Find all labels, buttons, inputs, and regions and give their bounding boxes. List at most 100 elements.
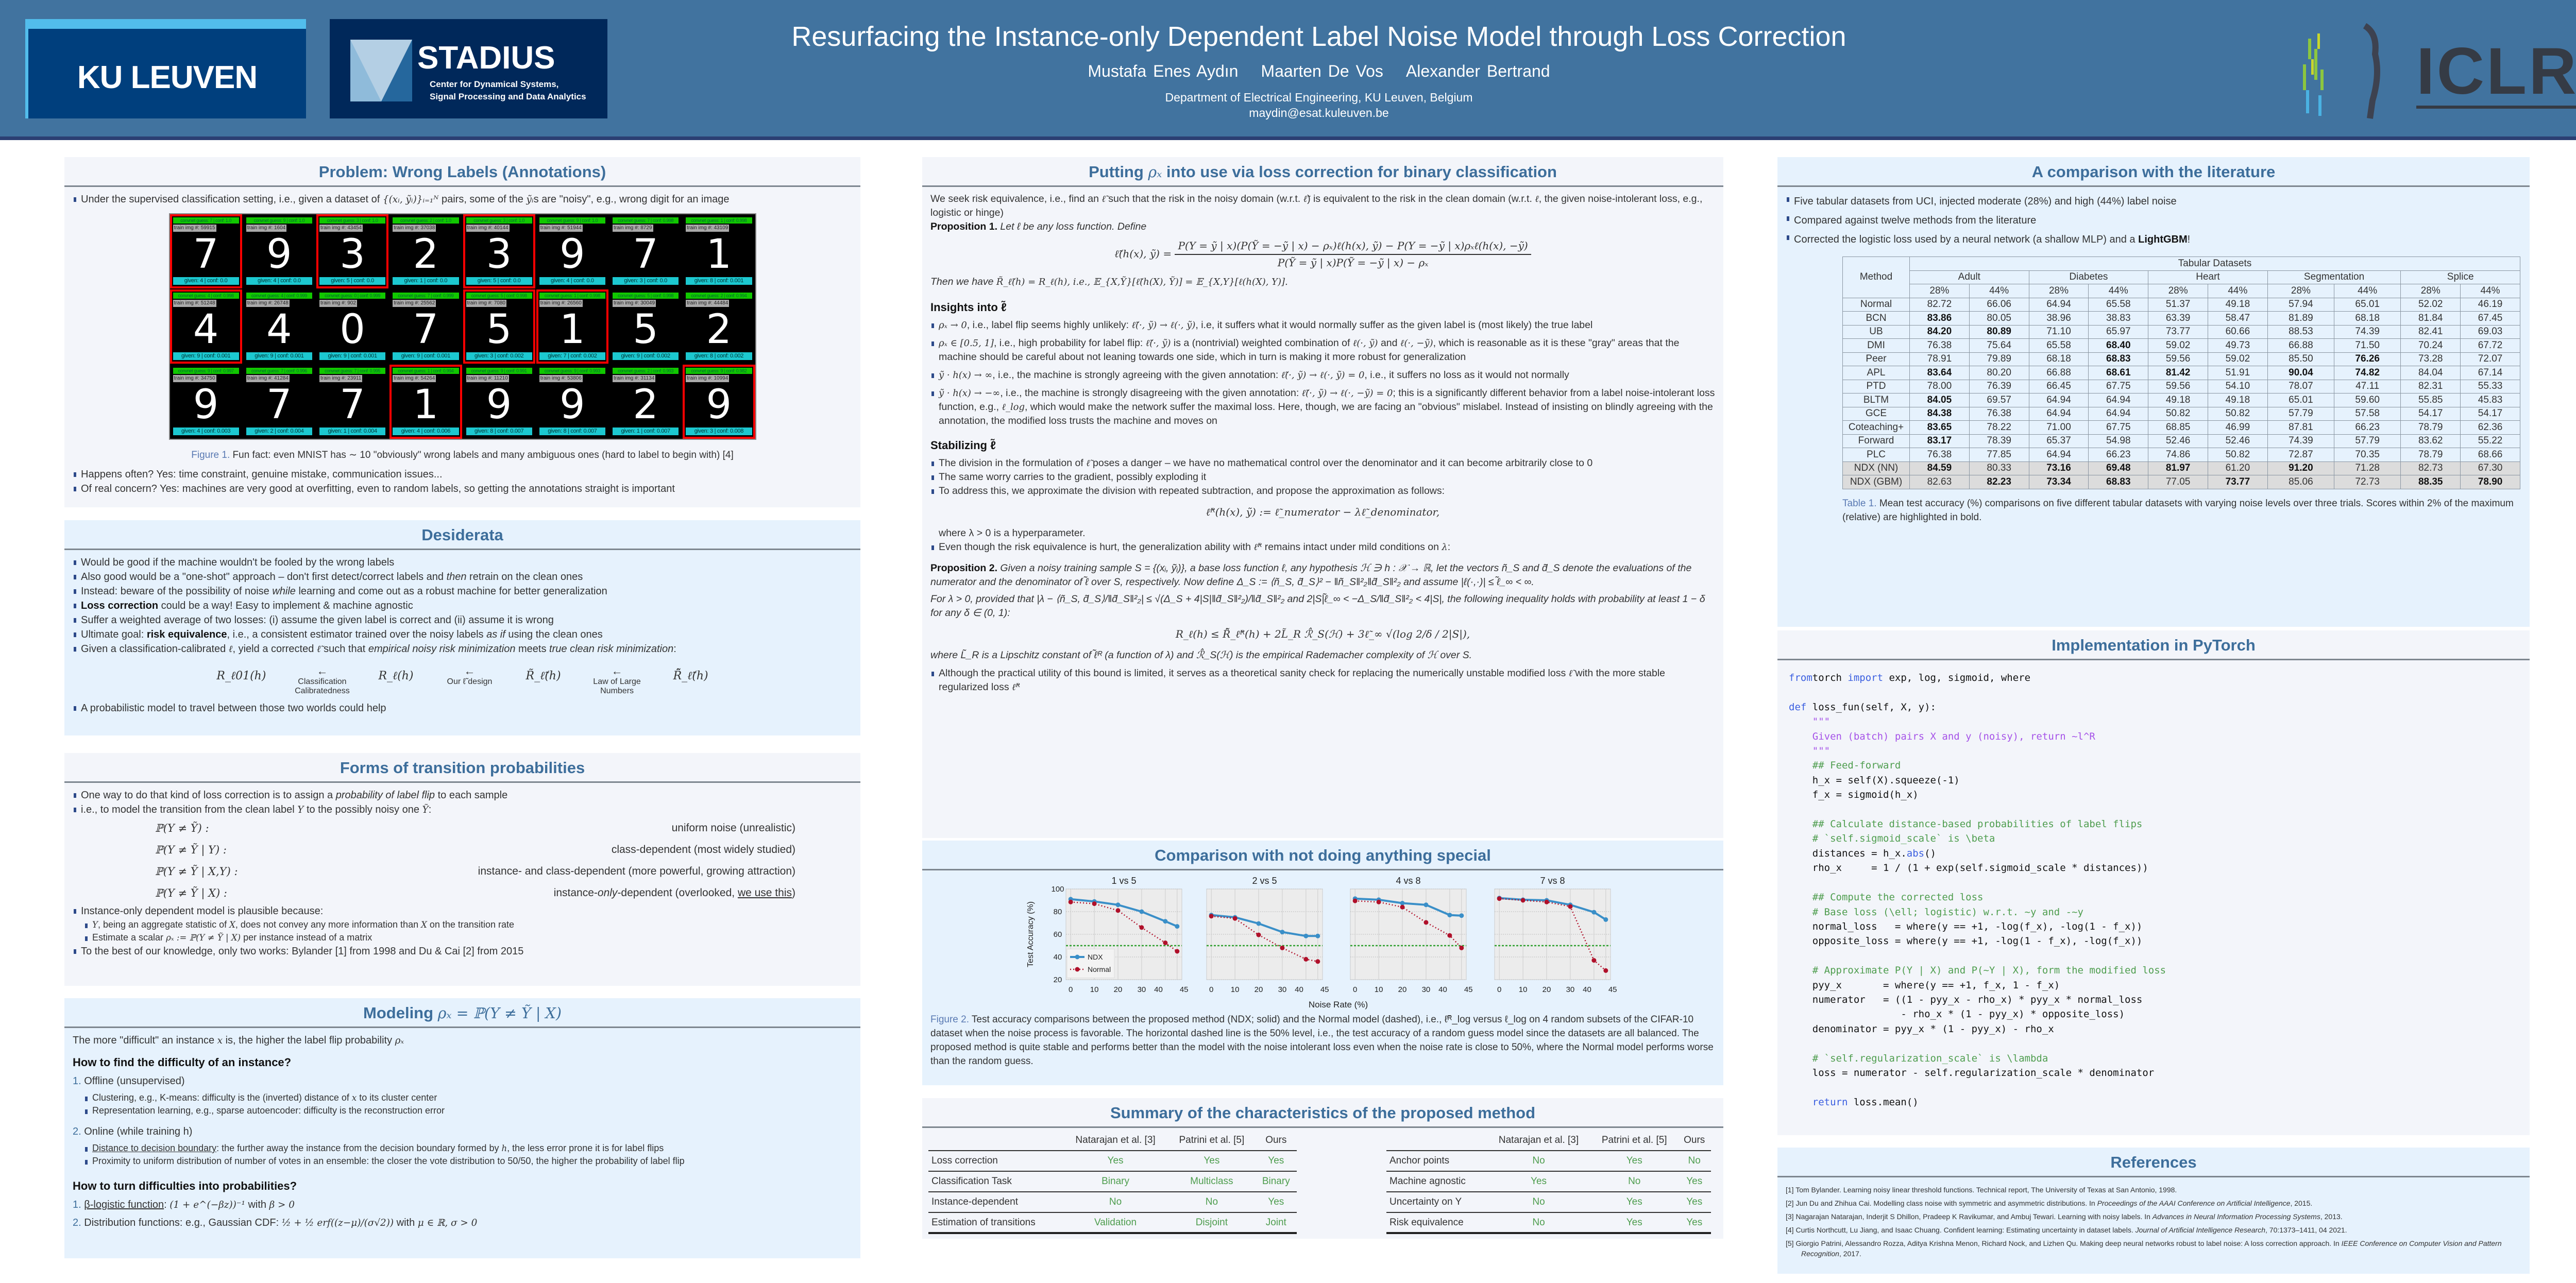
text: Five tabular datasets from UCI, injected… [1794,196,2177,207]
accuracy-cell: 70.24 [2400,338,2461,353]
data-point-normal [1591,958,1597,963]
risk-term: R̂̃_ℓ̃(h) [673,670,708,682]
eq-numerator: P(Y = ỹ | x)(P(Ỹ = −ỹ | x) − ρₓ)ℓ(h(x), … [1175,239,1531,255]
table-row: PTD 78.00 76.39 66.45 67.75 59.56 54.10 78.07 47… [1842,379,2520,394]
text: , does not convey any more information t… [235,919,421,930]
accuracy-cell: 81.84 [2400,311,2461,326]
train-image-id: train img #: 10994 [686,375,730,382]
math: β > 0 [269,1200,295,1210]
accuracy-cell: 82.63 [1909,475,1970,489]
accuracy-cell: 68.83 [2088,352,2149,366]
text: using the clean ones [505,629,603,640]
method-name: Forward [1842,434,1910,448]
code-line [1789,949,2518,963]
transition-row: ℙ(Y ≠ Ỹ) : uniform noise (unrealistic) [155,817,795,839]
digit-image: 3 [340,231,365,278]
accuracy-cell: 68.61 [2088,366,2149,380]
convnet-guess: convnet guess: 9 | conf: 1.0 [246,217,312,224]
convnet-guess: convnet guess: 3 | conf: 1.0 [319,217,386,224]
accuracy-cell: 83.86 [1909,311,1970,326]
mnist-figure: convnet guess: 7 | conf: 1.0 train img #:… [168,213,756,440]
table-cell: Uncertainty on Y [1386,1191,1487,1212]
data-point-normal [1139,925,1144,930]
accuracy-cell: 49.73 [2207,338,2268,353]
accuracy-cell: 49.18 [2207,393,2268,407]
probability-functions-list: 1. β-logistic function: (1 + e^(−βz))⁻¹ … [73,1198,852,1230]
accuracy-cell: 61.20 [2207,461,2268,475]
italic-text: Then we have [930,276,996,287]
method-name: DMI [1842,338,1910,353]
bold-text: risk equivalence [146,629,227,640]
data-point-ndx [1423,902,1429,908]
accuracy-cell: 81.89 [2267,311,2335,326]
accuracy-cell: 84.05 [1909,393,1970,407]
digit-image: 7 [193,231,219,278]
column-header: Patrini et al. [5] [1601,1134,1667,1145]
text: with the more stable regularized loss [939,668,1666,693]
risk-term: R̃_ℓ̃(h) [526,670,561,682]
text: pairs, some of the [438,194,527,205]
title-text: Modeling [363,1004,438,1022]
bullet: One way to do that kind of loss correcti… [73,788,852,802]
table-cell: No [1677,1150,1711,1171]
ku-leuven-logo-text: KU LEUVEN [77,60,258,95]
section-title: Modeling ρₓ = ℙ(Y ≠ Ỹ | X) [64,998,860,1028]
code-text: h_x = self(X).squeeze(-1) [1789,774,1960,786]
accuracy-cell: 82.41 [2400,324,2461,339]
math: (1 + e^(−βz))⁻¹ [170,1200,245,1210]
mnist-sample: convnet guess: 9 | conf: 1.0 train img #:… [536,214,608,288]
train-image-id: train img #: 51248 [173,300,216,307]
math: ℓ̃ [1101,194,1106,204]
math: ℓ̃(·, ỹ) → ℓ(·, −ỹ) = 0 [1301,388,1393,399]
text: Compared against twelve methods from the… [1794,215,2037,226]
table-row: Risk equivalence No Yes Yes [1386,1212,1711,1234]
x-tick-label: 30 [1138,985,1146,994]
data-point-ndx [1459,913,1464,918]
table-row: Estimation of transitions Validation Disjo… [928,1212,1297,1234]
mnist-sample: convnet guess: 1 | conf: 0.998 train img … [683,214,755,288]
mnist-sample: convnet guess: 7 | conf: 0.996 train img … [243,365,315,439]
mnist-sample: convnet guess: 0 | conf: 0.999 train img … [316,289,389,364]
given-label: given: 4 | conf: 0.0 [246,277,312,285]
y-tick-label: 80 [1054,908,1062,916]
author: Alexander Bertrand [1405,62,1550,80]
code-line: distances = h_x.abs() [1789,846,2518,861]
digit-image: 7 [340,382,365,428]
bold-text: Proposition 1. [930,221,998,232]
bold-text: Proposition 2. [930,562,998,574]
given-label: given: 9 | conf: 0.002 [613,352,679,360]
code-line: # Approximate P(Y | X) and P(~Y | X), fo… [1789,963,2518,978]
x-tick-label: 0 [1497,985,1501,994]
arrow-label: Classification Calibratedness [295,677,350,695]
item-number: 1. [73,1199,84,1210]
text: such that [320,643,368,655]
text: Proximity to uniform distribution of num… [92,1156,685,1166]
mnist-sample: convnet guess: 3 | conf: 1.0 train img #:… [463,214,535,288]
title-text: Putting [1089,163,1148,181]
accuracy-cell: 49.18 [2207,297,2268,312]
data-point-ndx [1591,910,1597,915]
section-title: Implementation in PyTorch [1777,630,2530,660]
method-name: APL [1842,366,1910,380]
train-image-id: train img #: 51944 [539,225,583,232]
accuracy-cell: 64.94 [2028,448,2089,462]
title-text: into use via loss correction for binary … [1162,163,1557,181]
accuracy-cell: 64.94 [2088,406,2149,421]
accuracy-cell: 64.94 [2088,393,2149,407]
table-cell: Classification Task [928,1171,1063,1192]
code-comment: # `self.regularization_scale` is \lambda [1789,1052,2048,1064]
table-cell: Estimation of transitions [928,1212,1063,1234]
given-label: given: 5 | conf: 0.0 [466,277,532,285]
table-cell: Instance-dependent [928,1191,1063,1212]
code-line: return loss.mean() [1789,1095,2518,1109]
digit-image: 9 [560,231,585,278]
train-image-id: train img #: 1604 [246,225,287,232]
math: Ỹ [422,805,429,815]
text: Although the practical utility of this b… [939,668,1569,679]
given-label: given: 7 | conf: 0.002 [539,352,605,360]
accuracy-cell: 66.06 [1969,297,2029,312]
accuracy-cell: 88.35 [2400,475,2461,489]
mnist-sample: convnet guess: 9 | conf: 1.0 train img #:… [243,214,315,288]
code-line: ## Calculate distance-based probabilitie… [1789,817,2518,831]
text: , being an aggregate statistic of [97,919,230,930]
